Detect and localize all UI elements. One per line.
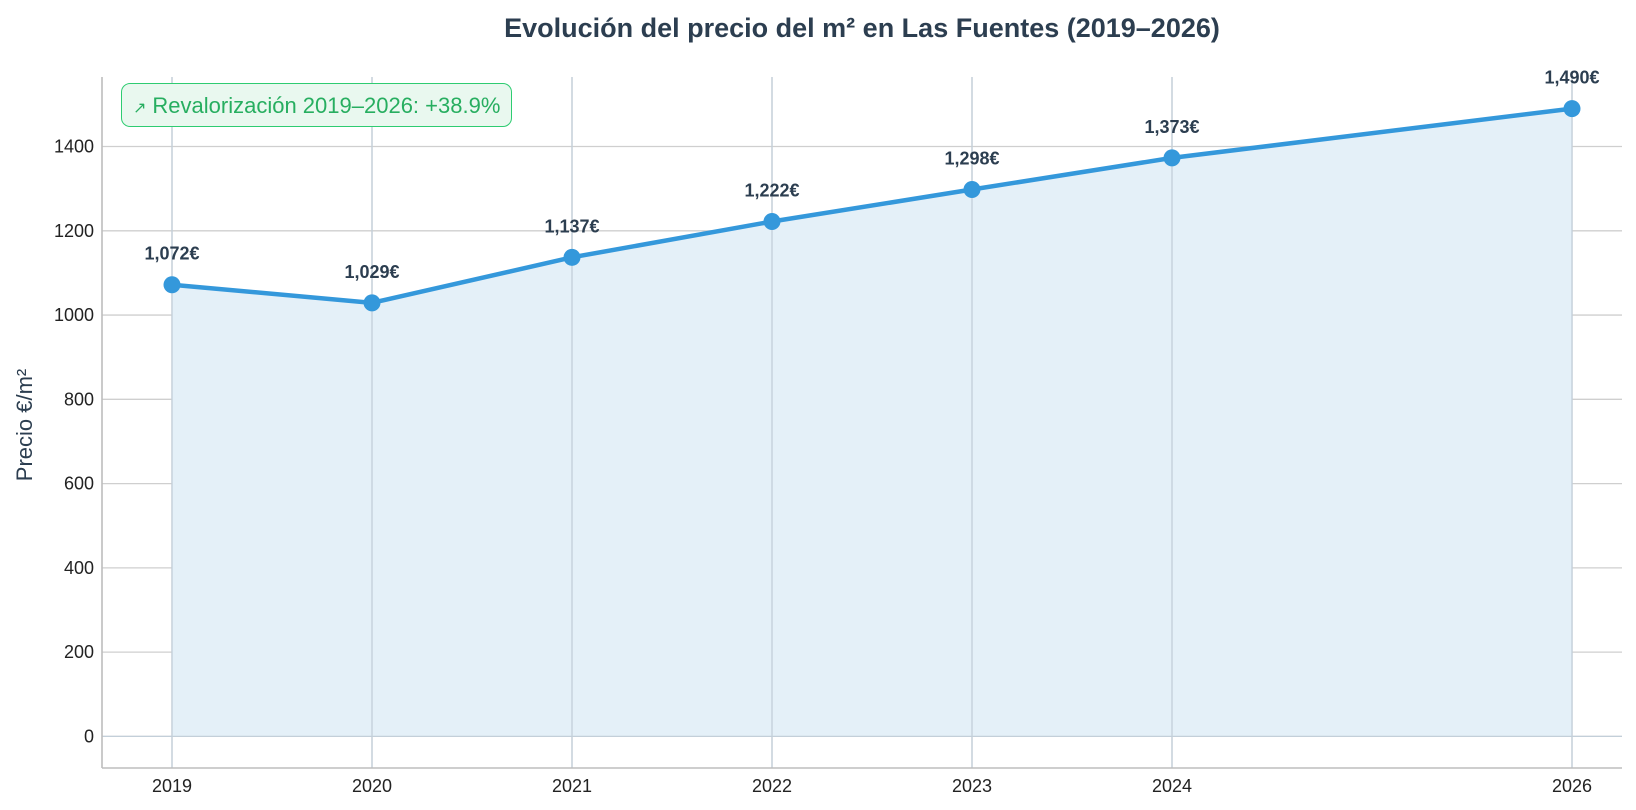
data-label: 1,298€ [944, 148, 999, 168]
data-label: 1,029€ [344, 262, 399, 282]
x-tick-label: 2020 [352, 776, 392, 796]
y-tick-label: 800 [64, 389, 94, 409]
y-tick-label: 1200 [54, 221, 94, 241]
revalorizacion-annotation: ↗ Revalorización 2019–2026: +38.9% [121, 83, 513, 127]
y-axis-label: Precio €/m² [12, 369, 37, 481]
x-tick-label: 2021 [552, 776, 592, 796]
chart-title: Evolución del precio del m² en Las Fuent… [504, 13, 1220, 43]
data-labels: 1,072€ 1,029€ 1,137€ 1,222€ 1,298€ 1,373€ 1,49… [144, 68, 1599, 282]
tick-labels: 0 200 400 600 800 1000 1200 1400 2019 2020 2021 202… [54, 137, 1592, 796]
x-tick-label: 2022 [752, 776, 792, 796]
x-tick-label: 2023 [952, 776, 992, 796]
data-label: 1,373€ [1144, 117, 1199, 137]
y-tick-label: 0 [84, 726, 94, 746]
data-point [1163, 149, 1181, 167]
axes [101, 77, 1622, 769]
series-layer [163, 100, 1581, 312]
annotation-text: Revalorización 2019–2026: +38.9% [152, 93, 501, 118]
data-point [163, 276, 181, 294]
y-tick-label: 200 [64, 642, 94, 662]
data-label: 1,137€ [544, 216, 599, 236]
area-fill [172, 108, 1572, 737]
area-layer [102, 77, 1622, 768]
data-label: 1,222€ [744, 181, 799, 201]
data-label: 1,072€ [144, 244, 199, 264]
chart-up-icon: ↗ [133, 98, 147, 117]
data-point [963, 180, 981, 198]
x-tick-label: 2024 [1152, 776, 1192, 796]
data-point [1563, 100, 1581, 118]
data-point [763, 213, 781, 231]
data-point [363, 294, 381, 312]
data-point [563, 248, 581, 266]
y-tick-label: 1000 [54, 305, 94, 325]
data-label: 1,490€ [1544, 68, 1599, 88]
y-tick-label: 400 [64, 558, 94, 578]
y-tick-label: 1400 [54, 137, 94, 157]
x-tick-label: 2026 [1552, 776, 1592, 796]
x-tick-label: 2019 [152, 776, 192, 796]
y-tick-label: 600 [64, 474, 94, 494]
